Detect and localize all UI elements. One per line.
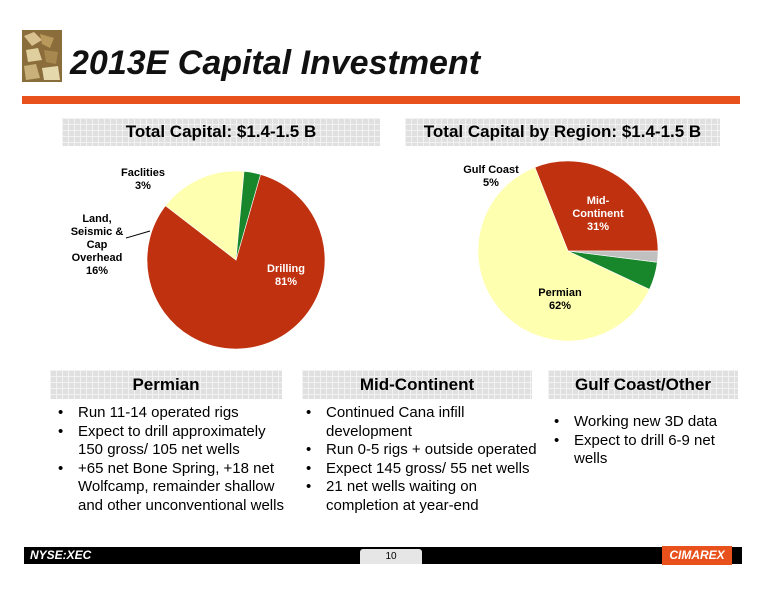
bullet-item: Run 11-14 operated rigs [52, 404, 288, 423]
bullet-item: Expect to drill 6-9 net wells [548, 432, 738, 469]
chart-title-by-region: Total Capital by Region: $1.4-1.5 B [405, 118, 720, 146]
bullet-item: +65 net Bone Spring, +18 net Wolfcamp, r… [52, 460, 288, 516]
chart-title-total-capital: Total Capital: $1.4-1.5 B [62, 118, 380, 146]
title-divider [22, 96, 740, 104]
bullet-item: Expect to drill approximately 150 gross/… [52, 423, 288, 460]
slice-facilities-label: Faclities 3% [121, 167, 165, 192]
slice-mid-continent-label: Mid-Continent 31% [572, 195, 624, 233]
slice-permian-label: Permian 62% [538, 287, 582, 312]
page-number: 10 [360, 549, 422, 564]
slice-gulf-coast-label: Gulf Coast 5% [463, 164, 519, 189]
slice-permian [477, 166, 650, 342]
land-leader-line [125, 230, 151, 239]
bullet-item: Run 0-5 rigs + outside operated [300, 441, 545, 460]
mid-continent-bullets: Continued Cana infill development Run 0-… [300, 404, 545, 515]
permian-bullets: Run 11-14 operated rigs Expect to drill … [52, 404, 288, 515]
company-logo [22, 30, 62, 82]
section-title-mid-continent: Mid-Continent [302, 370, 532, 399]
footer-ticker: NYSE:XEC [30, 548, 92, 562]
gulf-coast-bullets: Working new 3D data Expect to drill 6-9 … [548, 413, 738, 469]
slice-facilities [235, 171, 261, 261]
slice-mid-continent [534, 160, 659, 252]
slice-land-seismic [165, 170, 245, 261]
section-title-permian: Permian [50, 370, 282, 399]
slice-land-seismic-label: Land, Seismic & Cap Overhead 16% [71, 213, 124, 277]
bullet-item: Working new 3D data [548, 413, 738, 432]
bullet-item: Expect 145 gross/ 55 net wells [300, 460, 545, 479]
bullet-item: 21 net wells waiting on completion at ye… [300, 478, 545, 515]
footer-brand-logo: CIMAREX [662, 546, 732, 565]
slice-drilling [146, 174, 326, 350]
slice-drilling-label: Drilling 81% [267, 263, 305, 288]
section-title-gulf-coast: Gulf Coast/Other [548, 370, 738, 399]
page-title: 2013E Capital Investment [70, 44, 481, 82]
slice-other [567, 250, 659, 263]
bullet-item: Continued Cana infill development [300, 404, 545, 441]
